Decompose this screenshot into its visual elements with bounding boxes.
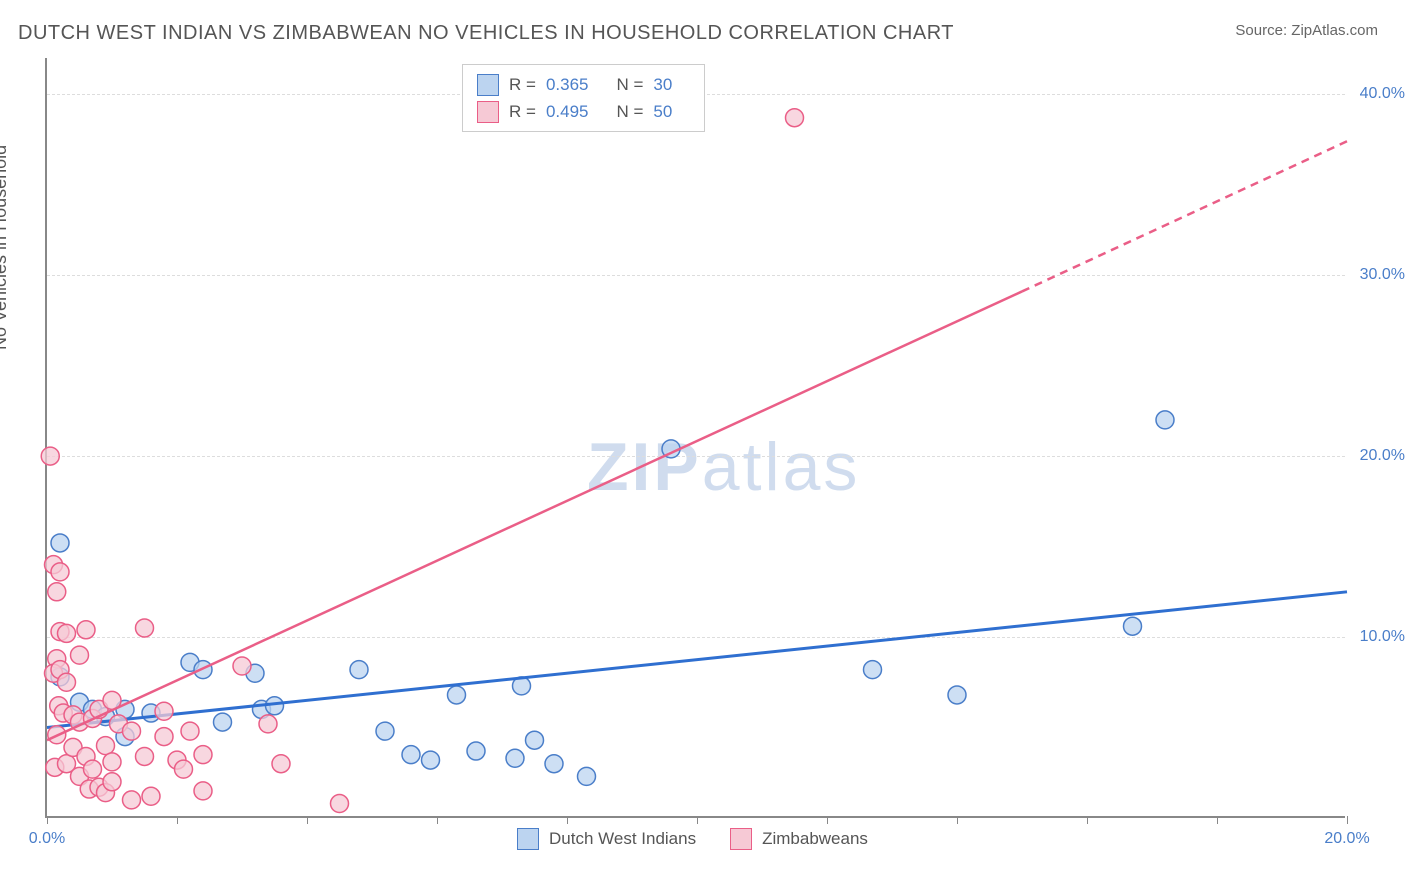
x-tick [567,816,568,824]
scatter-point [58,673,76,691]
x-tick [307,816,308,824]
scatter-point [526,731,544,749]
scatter-point [41,447,59,465]
scatter-point [51,534,69,552]
y-tick-label: 10.0% [1360,628,1405,646]
scatter-point [123,722,141,740]
scatter-point [142,787,160,805]
scatter-point [272,755,290,773]
scatter-point [71,646,89,664]
scatter-point [155,728,173,746]
scatter-point [233,657,251,675]
scatter-point [259,715,277,733]
chart-title: DUTCH WEST INDIAN VS ZIMBABWEAN NO VEHIC… [18,22,954,45]
scatter-point [578,767,596,785]
source-link[interactable]: ZipAtlas.com [1291,22,1378,39]
source-attribution: Source: ZipAtlas.com [1235,22,1378,39]
x-tick-label: 0.0% [29,830,65,848]
y-axis-label: No Vehicles in Household [0,145,11,350]
scatter-point [84,760,102,778]
scatter-point [214,713,232,731]
scatter-point [136,747,154,765]
x-tick-label: 20.0% [1324,830,1369,848]
scatter-point [402,746,420,764]
x-tick [957,816,958,824]
scatter-point [331,795,349,813]
legend-label: Dutch West Indians [549,829,696,849]
scatter-point [123,791,141,809]
scatter-point [864,661,882,679]
x-tick [1217,816,1218,824]
scatter-point [786,109,804,127]
plot-area: ZIPatlas 10.0%20.0%30.0%40.0% 0.0%20.0% … [45,58,1345,818]
scatter-point [77,621,95,639]
scatter-point [136,619,154,637]
legend-label: Zimbabweans [762,829,868,849]
x-tick [827,816,828,824]
scatter-point [194,782,212,800]
legend-swatch-pink [730,828,752,850]
source-label: Source: [1235,22,1291,39]
scatter-point [51,563,69,581]
legend-swatch-blue [517,828,539,850]
x-tick [47,816,48,824]
trend-line-dashed [1022,141,1347,291]
scatter-point [103,773,121,791]
legend-item: Dutch West Indians [517,828,696,850]
scatter-point [97,737,115,755]
scatter-point [376,722,394,740]
scatter-point [448,686,466,704]
scatter-point [545,755,563,773]
scatter-point [506,749,524,767]
y-tick-label: 20.0% [1360,447,1405,465]
legend-series: Dutch West Indians Zimbabweans [517,828,868,850]
y-tick-label: 30.0% [1360,266,1405,284]
scatter-point [194,746,212,764]
scatter-point [1156,411,1174,429]
scatter-point [422,751,440,769]
x-tick [177,816,178,824]
x-tick [697,816,698,824]
chart-svg [47,58,1345,816]
scatter-point [103,753,121,771]
scatter-point [155,702,173,720]
y-tick-label: 40.0% [1360,85,1405,103]
scatter-point [48,583,66,601]
scatter-point [1124,617,1142,635]
scatter-point [58,624,76,642]
x-tick [437,816,438,824]
x-tick [1347,816,1348,824]
scatter-point [181,722,199,740]
legend-item: Zimbabweans [730,828,868,850]
x-tick [1087,816,1088,824]
scatter-point [948,686,966,704]
scatter-point [467,742,485,760]
scatter-point [350,661,368,679]
scatter-point [175,760,193,778]
